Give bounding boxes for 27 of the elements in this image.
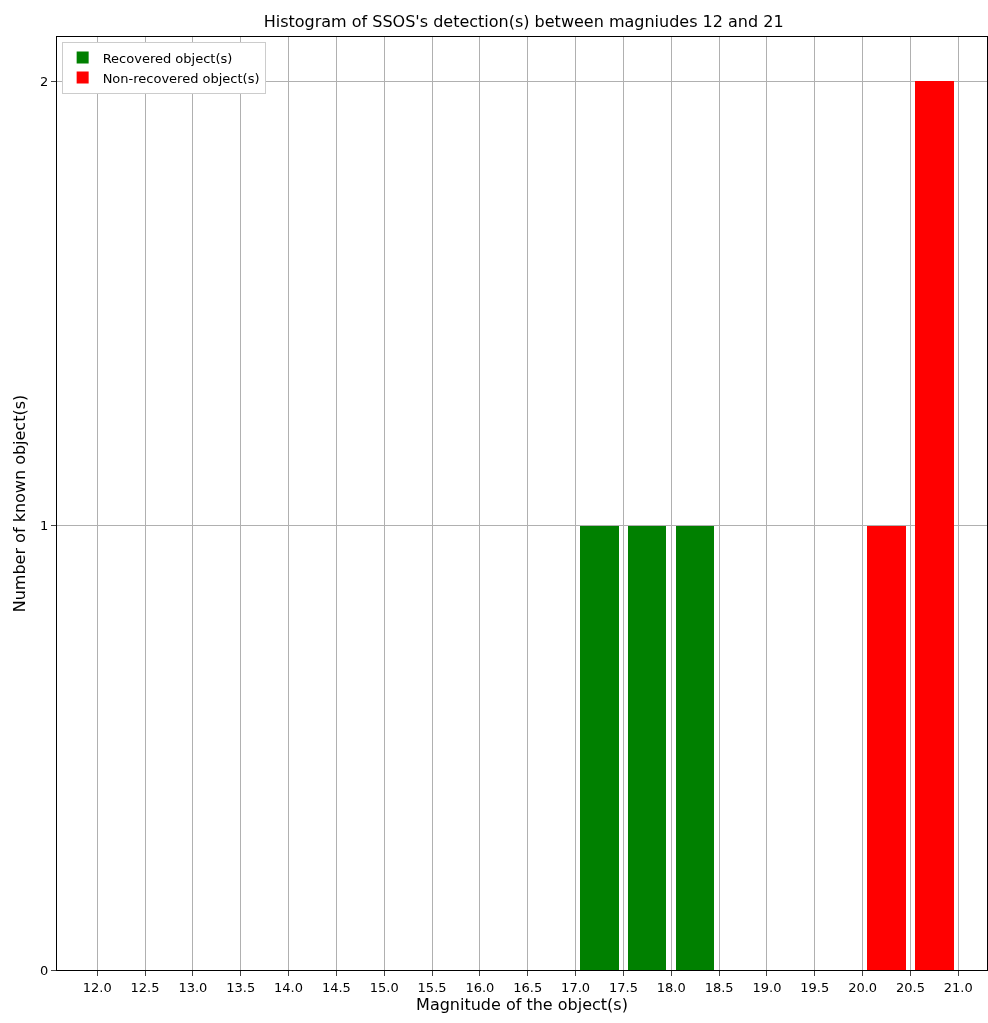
chart-title: Histogram of SSOS's detection(s) between magniudes 12 and 21 xyxy=(263,11,784,31)
y-tick-label: 2 xyxy=(40,73,49,89)
x-tick-label: 12.0 xyxy=(82,979,112,995)
x-axis-title: Magnitude of the object(s) xyxy=(416,994,628,1014)
x-tick-label: 14.0 xyxy=(274,979,304,995)
x-tick-label: 18.0 xyxy=(656,979,686,995)
x-tick-label: 14.5 xyxy=(321,979,351,995)
x-tick-label: 13.0 xyxy=(178,979,208,995)
x-tick-label: 20.0 xyxy=(848,979,878,995)
x-tick-label: 12.5 xyxy=(130,979,160,995)
x-tick-label: 19.5 xyxy=(800,979,830,995)
x-tick-label: 16.0 xyxy=(465,979,495,995)
legend-label: Non-recovered object(s) xyxy=(102,70,260,86)
y-tick-label: 0 xyxy=(40,962,49,978)
x-tick-label: 15.5 xyxy=(417,979,447,995)
x-tick-label: 20.5 xyxy=(895,979,925,995)
x-tick-label: 18.5 xyxy=(704,979,734,995)
legend-label: Recovered object(s) xyxy=(102,50,233,66)
y-axis-title: Number of known object(s) xyxy=(10,394,30,613)
x-tick-label: 21.0 xyxy=(943,979,973,995)
x-tick-label: 16.5 xyxy=(513,979,543,995)
y-tick-label: 1 xyxy=(40,518,49,534)
x-tick-label: 15.0 xyxy=(369,979,399,995)
x-tick-label: 17.0 xyxy=(561,979,591,995)
x-tick-label: 19.0 xyxy=(752,979,782,995)
x-tick-label: 17.5 xyxy=(608,979,638,995)
x-tick-label: 13.5 xyxy=(226,979,256,995)
